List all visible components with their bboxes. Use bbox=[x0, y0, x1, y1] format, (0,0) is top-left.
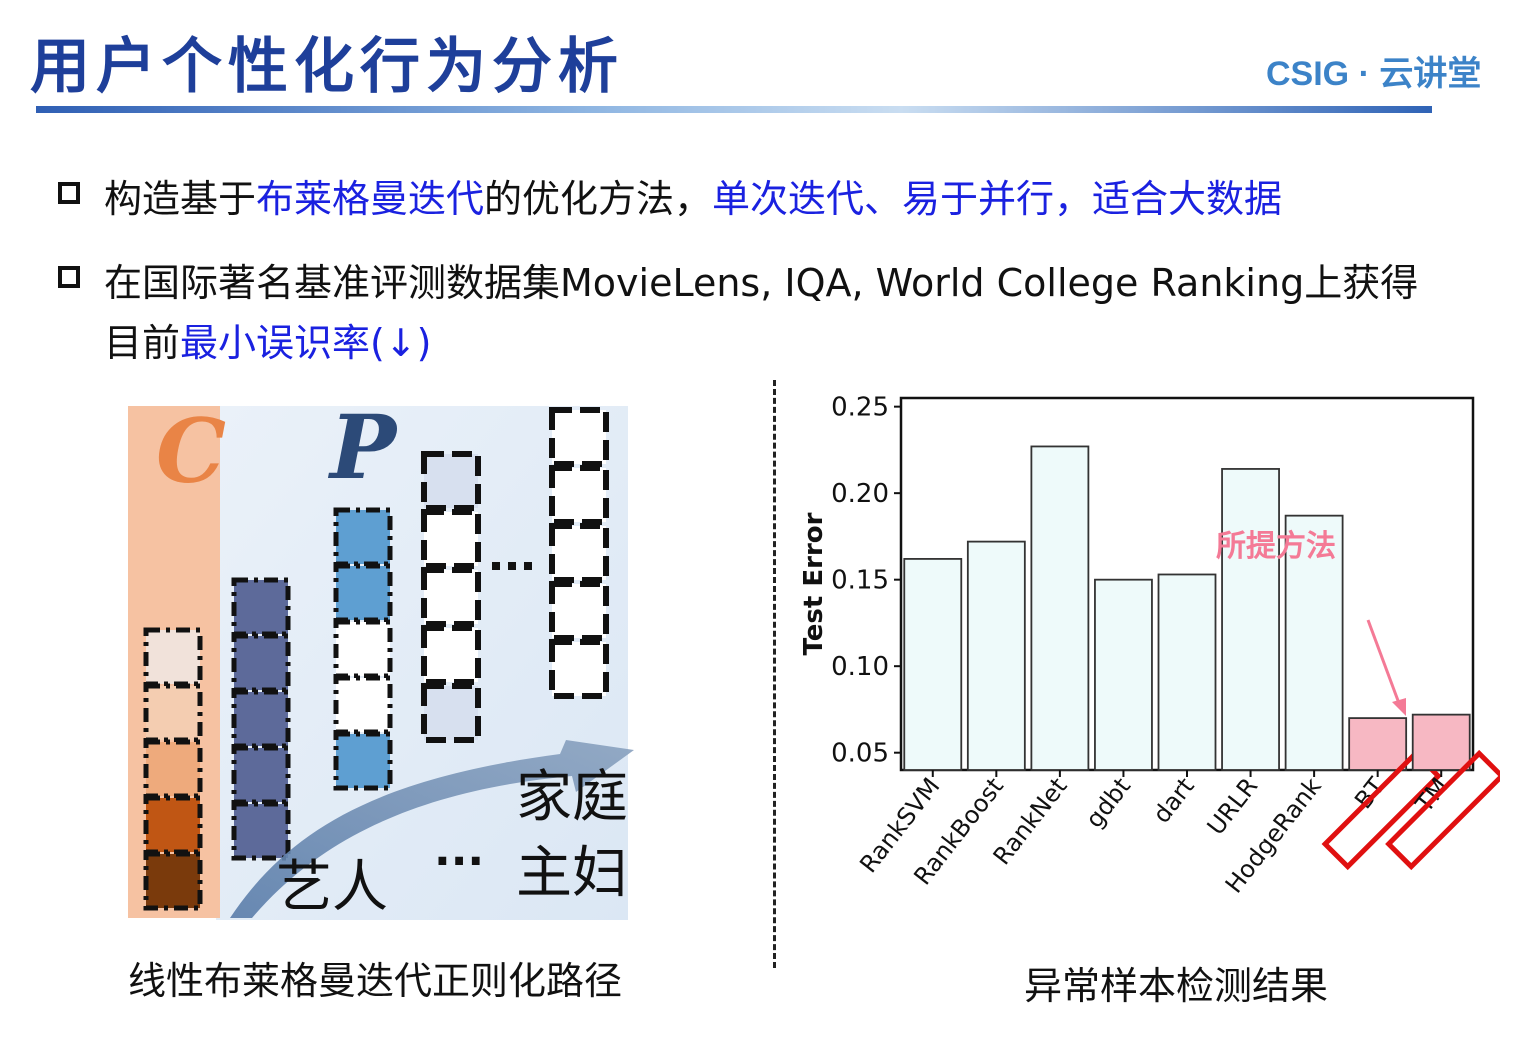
x-tick-label-tm: TM bbox=[1409, 772, 1453, 818]
bar-tm bbox=[1411, 713, 1471, 771]
figure-divider bbox=[773, 380, 776, 968]
label-p: P bbox=[327, 398, 399, 499]
bar-hodgerank bbox=[1284, 514, 1344, 771]
y-axis-label: Test Error bbox=[799, 512, 829, 655]
bar-gdbt bbox=[1094, 578, 1153, 771]
x-tick-label-dart: dart bbox=[1147, 772, 1199, 828]
title-underline bbox=[36, 106, 1432, 113]
bullet-1: 构造基于布莱格曼迭代的优化方法，单次迭代、易于并行，适合大数据 bbox=[104, 168, 1282, 223]
bregman-path-figure: C P bbox=[128, 398, 634, 920]
word-housewife: 主妇 bbox=[516, 841, 628, 906]
bullet-1-text-d: 单次迭代、易于并行，适合大数据 bbox=[712, 177, 1283, 221]
y-tick-label: 0.05 bbox=[831, 739, 889, 769]
test-error-bar-chart: 0.050.100.150.200.25RankSVMRankBoostRank… bbox=[799, 393, 1500, 898]
y-tick-label: 0.20 bbox=[831, 479, 889, 509]
word-family: 家庭 bbox=[516, 765, 628, 830]
highlight-box-tm bbox=[1385, 749, 1500, 871]
bar-ranknet bbox=[1030, 445, 1090, 771]
x-tick-label-bt: BT bbox=[1349, 772, 1390, 814]
bullet-1-text-a: 构造基于 bbox=[104, 177, 257, 221]
bar-ranksvm bbox=[903, 558, 963, 771]
annotation-arrow-head bbox=[1392, 698, 1406, 716]
bullet-2-line-1: 在国际著名基准评测数据集MovieLens, IQA, World Colleg… bbox=[104, 261, 1419, 305]
x-tick-label-gdbt: gdbt bbox=[1080, 772, 1136, 833]
bar-rankboost bbox=[966, 540, 1026, 771]
bar-urlr bbox=[1221, 468, 1280, 771]
word-ellipsis: ··· bbox=[434, 836, 484, 887]
bullet-square-icon bbox=[58, 182, 80, 204]
page-title: 用户个性化行为分析 bbox=[30, 32, 624, 102]
bullet-2-text-plain: 目前 bbox=[104, 321, 181, 365]
bullet-1-text-c: 的优化方法， bbox=[484, 177, 713, 221]
chart-annotation: 所提方法 bbox=[1216, 529, 1336, 564]
csig-logo: CSIG · 云讲堂 bbox=[1266, 55, 1482, 93]
bullet-2-line-2: 目前最小误识率(↓) bbox=[104, 312, 432, 367]
word-artist: 艺人 bbox=[276, 855, 388, 920]
bar-bt bbox=[1348, 717, 1408, 771]
bullet-1-text-b: 布莱格曼迭代 bbox=[256, 177, 485, 221]
y-tick-label: 0.15 bbox=[831, 566, 889, 596]
label-c: C bbox=[156, 399, 226, 503]
x-tick-label-urlr: URLR bbox=[1202, 772, 1264, 840]
left-figure-caption: 线性布莱格曼迭代正则化路径 bbox=[128, 959, 623, 1003]
chart-caption: 异常样本检测结果 bbox=[1024, 964, 1329, 1008]
bullet-square-icon bbox=[58, 266, 80, 288]
bullet-2-text-highlight: 最小误识率(↓) bbox=[180, 321, 432, 365]
bar-dart bbox=[1157, 573, 1217, 771]
y-tick-label: 0.25 bbox=[831, 393, 889, 423]
y-tick-label: 0.10 bbox=[831, 652, 889, 682]
annotation-arrow-line bbox=[1366, 619, 1402, 707]
